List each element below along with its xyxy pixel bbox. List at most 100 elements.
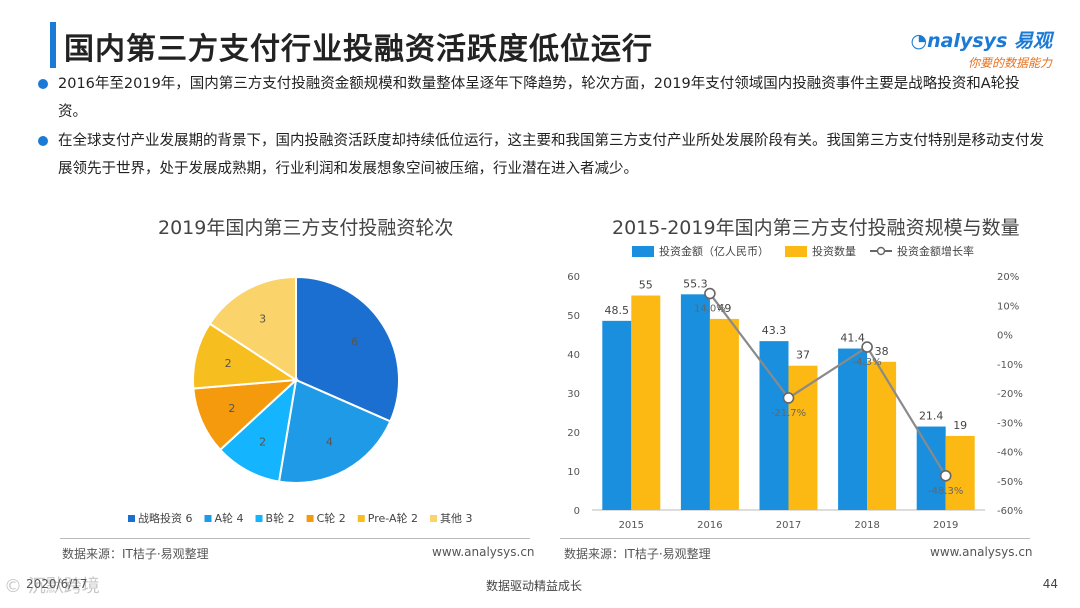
bar-chart-title: 2015-2019年国内第三方支付投融资规模与数量 — [612, 217, 1020, 239]
bar-count-value: 49 — [717, 302, 731, 315]
bullet-dot-icon — [38, 136, 48, 146]
pie-slice — [218, 377, 298, 483]
y2-tick-label: -10% — [997, 360, 1023, 371]
legend-swatch — [632, 246, 654, 257]
bar-amount-value: 21.4 — [919, 410, 944, 423]
divider-right — [560, 538, 1030, 539]
y-tick-label: 60 — [567, 272, 580, 283]
bar-count-value: 37 — [796, 349, 810, 362]
page-title: 国内第三方支付行业投融资活跃度低位运行 — [64, 32, 653, 67]
growth-rate-point — [861, 341, 873, 353]
bar-amount-value: 43.3 — [762, 324, 787, 337]
bar-amount-value: 55.3 — [683, 277, 708, 290]
y-tick-label: 0 — [574, 506, 580, 517]
growth-rate-point — [704, 287, 716, 300]
pie-chart: 6 4 2 2 2 3 战略投资 6 A轮 4 B轮 2 C轮 2 Pre-A轮 2 其他 3 — [128, 275, 473, 525]
y-tick-label: 20 — [567, 428, 580, 439]
pie-slice-label: 3 — [259, 312, 266, 325]
bullet-1: 2016年至2019年，国内第三方支付投融资金额规模和数量整体呈逐年下降趋势，轮… — [38, 70, 1048, 126]
bar-count-value: 38 — [875, 345, 889, 358]
pie-slice — [277, 378, 392, 484]
pie-chart-title: 2019年国内第三方支付投融资轮次 — [158, 217, 454, 239]
bar-count — [631, 295, 661, 510]
bottom-watermark: © 沉默跨境 — [4, 576, 100, 597]
bar-source-url[interactable]: www.analysys.cn — [930, 545, 1033, 559]
growth-rate-label: 14.0% — [694, 304, 726, 315]
bullet-2: 在全球支付产业发展期的背景下，国内投融资活跃度却持续低位运行，这主要和我国第三方… — [38, 127, 1048, 183]
growth-rate-label: -48.3% — [928, 486, 963, 497]
growth-rate-point — [782, 392, 795, 404]
bar-amount-value: 41.4 — [840, 332, 865, 345]
legend-swatch — [204, 515, 212, 522]
pie-legend-label: 战略投资 6 — [138, 511, 193, 525]
pie-slice — [208, 275, 297, 382]
legend-swatch — [255, 515, 263, 522]
bar-data-source: 数据来源：IT桔子·易观整理 — [564, 547, 711, 561]
bullet-2-text: 在全球支付产业发展期的背景下，国内投融资活跃度却持续低位运行，这主要和我国第三方… — [58, 133, 1044, 177]
legend-label: 投资金额增长率 — [897, 244, 974, 258]
pie-slice-label: 2 — [228, 402, 235, 415]
bullet-1-text: 2016年至2019年，国内第三方支付投融资金额规模和数量整体呈逐年下降趋势，轮… — [58, 76, 1020, 120]
legend-swatch — [357, 515, 365, 522]
pie-slice — [192, 322, 299, 390]
pie-data-source: 数据来源：IT桔子·易观整理 — [62, 547, 209, 561]
y2-tick-label: 20% — [997, 272, 1019, 283]
x-tick-label: 2015 — [619, 520, 644, 531]
bar-count-value: 55 — [639, 279, 653, 292]
pie-slice-label: 2 — [225, 357, 232, 370]
y-tick-label: 30 — [567, 389, 580, 400]
pie-legend-label: Pre-A轮 2 — [368, 511, 418, 525]
growth-rate-line — [709, 292, 947, 477]
legend-swatch — [306, 515, 314, 522]
legend-swatch — [128, 515, 135, 522]
bar-amount-value: 48.5 — [605, 304, 630, 317]
pie-legend-label: B轮 2 — [266, 511, 295, 525]
divider-left — [60, 538, 530, 539]
title-accent-bar — [50, 22, 56, 68]
growth-rate-point — [939, 469, 952, 482]
page-number: 44 — [1042, 577, 1058, 591]
y2-tick-label: -50% — [997, 477, 1023, 488]
bullet-dot-icon — [38, 79, 48, 89]
y2-tick-label: -20% — [997, 389, 1023, 400]
footer-slogan: 数据驱动精益成长 — [486, 579, 583, 593]
pie-source-url[interactable]: www.analysys.cn — [432, 545, 535, 559]
y2-tick-label: -40% — [997, 448, 1023, 459]
growth-rate-label: -4.3% — [853, 357, 882, 368]
x-tick-label: 2019 — [933, 520, 958, 531]
bar-amount — [838, 348, 868, 510]
logo-slogan: 你要的数据能力 — [967, 56, 1052, 70]
pie-legend-label: C轮 2 — [317, 511, 346, 525]
y2-tick-label: 0% — [997, 331, 1013, 342]
bar-count — [867, 361, 897, 510]
bar-amount — [759, 341, 789, 510]
y2-tick-label: -30% — [997, 418, 1023, 429]
pie-slice — [192, 378, 299, 452]
y2-tick-label: 10% — [997, 301, 1019, 312]
footer-date: 2020/6/17 — [26, 577, 88, 591]
pie-slice — [295, 275, 400, 423]
bar-amount — [602, 320, 632, 510]
pie-legend-label: 其他 3 — [440, 512, 473, 525]
x-tick-label: 2018 — [854, 520, 879, 531]
legend-swatch — [430, 515, 438, 522]
x-tick-label: 2016 — [697, 520, 722, 531]
legend-label: 投资数量 — [812, 244, 856, 258]
x-tick-label: 2017 — [776, 520, 801, 531]
y-tick-label: 10 — [567, 467, 580, 478]
pie-legend-label: A轮 4 — [215, 511, 244, 525]
bar-line-chart: 0 10 20 30 40 50 60 20% 10% 0% -10% -20% -30% -40% -50… — [567, 244, 1023, 531]
bar-count-value: 19 — [953, 419, 967, 432]
bar-count — [709, 318, 739, 510]
bar-amount — [680, 294, 710, 510]
legend-label: 投资金额（亿人民币） — [659, 244, 769, 258]
logo-main-text: ◔nalysys 易观 — [910, 30, 1052, 52]
y-tick-label: 40 — [567, 350, 580, 361]
y2-tick-label: -60% — [997, 506, 1023, 517]
y-tick-label: 50 — [567, 311, 580, 322]
legend-swatch — [785, 246, 807, 257]
pie-slice-label: 2 — [259, 436, 266, 449]
analysys-logo: ◔nalysys 易观 你要的数据能力 — [902, 26, 1052, 70]
legend-line-marker — [876, 246, 886, 256]
pie-slice-label: 4 — [326, 436, 333, 449]
